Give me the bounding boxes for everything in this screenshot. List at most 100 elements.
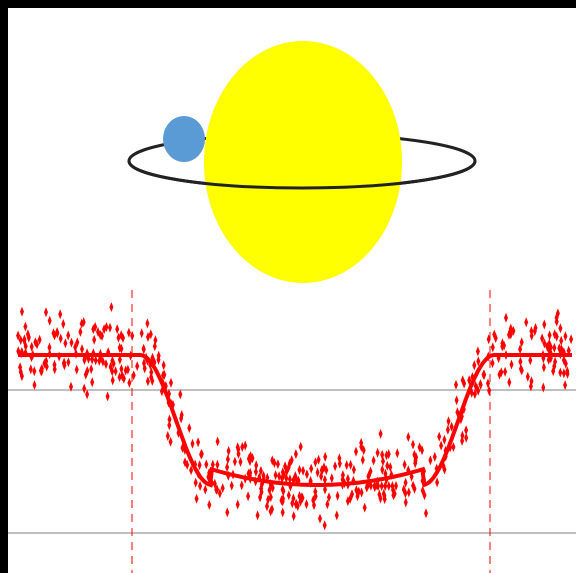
observation-point — [315, 467, 320, 478]
observation-point — [325, 499, 330, 510]
observation-point — [490, 358, 495, 369]
observation-point — [167, 420, 172, 431]
observation-point — [406, 432, 411, 442]
observation-point — [83, 369, 88, 380]
observation-point — [395, 448, 400, 459]
observation-point — [508, 329, 513, 340]
observation-point — [115, 324, 120, 335]
observation-point — [63, 338, 68, 349]
observation-point — [281, 469, 286, 480]
observation-point — [23, 321, 28, 332]
observation-point — [25, 329, 30, 340]
observation-point — [487, 385, 492, 396]
observation-point — [61, 319, 66, 329]
observation-point — [464, 432, 469, 443]
observation-point — [390, 481, 395, 491]
observation-point — [226, 446, 231, 456]
observation-point — [135, 361, 140, 372]
observation-point — [90, 377, 95, 388]
observation-point — [360, 455, 365, 465]
observation-point — [467, 375, 472, 386]
observation-point — [540, 333, 545, 344]
observation-point — [472, 360, 477, 371]
observation-point — [333, 461, 338, 472]
observation-point — [52, 359, 57, 370]
observation-point — [145, 318, 150, 329]
observation-point — [268, 506, 273, 517]
observation-point — [131, 370, 136, 381]
observation-point — [281, 493, 285, 504]
observation-point — [196, 437, 201, 448]
observation-point — [504, 312, 508, 323]
observation-point — [152, 341, 157, 352]
observation-point — [127, 377, 132, 388]
observation-point — [428, 455, 433, 466]
observation-point — [20, 306, 24, 317]
observation-point — [508, 323, 513, 334]
observation-point — [179, 410, 184, 420]
observation-point — [394, 480, 398, 491]
observation-point — [61, 358, 66, 369]
observation-point — [126, 327, 131, 338]
observation-point — [22, 335, 27, 346]
observation-point — [528, 355, 533, 366]
observation-point — [32, 380, 37, 390]
observation-point — [111, 358, 116, 369]
observation-point — [104, 322, 109, 332]
observation-point — [217, 488, 222, 499]
observation-point — [82, 383, 87, 394]
observation-point — [215, 436, 220, 447]
observation-point — [563, 358, 568, 369]
observation-point — [69, 381, 73, 392]
observation-point — [309, 463, 314, 474]
observation-point — [552, 342, 557, 353]
observation-point — [525, 371, 530, 382]
star — [204, 41, 402, 283]
observation-point — [79, 318, 84, 329]
observation-point — [355, 491, 360, 502]
observation-point — [359, 437, 364, 448]
observation-point — [258, 492, 263, 503]
observation-point — [156, 350, 161, 361]
observation-point — [420, 445, 424, 456]
observation-point — [44, 356, 49, 367]
observation-point — [287, 474, 292, 485]
observation-point — [297, 491, 302, 501]
orbit-front — [127, 160, 477, 190]
observation-point — [80, 344, 84, 355]
observation-point — [454, 379, 458, 390]
observation-point — [85, 389, 90, 400]
observation-point — [558, 323, 563, 334]
observation-point — [462, 378, 467, 389]
observation-point — [123, 365, 128, 376]
observation-point — [371, 455, 376, 466]
observation-point — [298, 441, 303, 452]
observation-point — [100, 356, 105, 367]
observation-point — [139, 328, 144, 339]
observation-point — [475, 346, 480, 357]
observation-point — [28, 364, 33, 375]
observation-point — [199, 449, 204, 459]
observation-point — [116, 332, 121, 343]
observation-point — [117, 372, 122, 383]
observation-point — [546, 354, 551, 365]
observation-point — [414, 452, 419, 463]
observation-point — [449, 421, 454, 432]
observation-point — [165, 431, 170, 441]
observation-point — [225, 454, 230, 465]
observation-point — [194, 493, 199, 504]
observation-point — [329, 473, 334, 484]
observation-point — [304, 469, 309, 480]
observation-point — [476, 385, 481, 396]
observation-point — [293, 449, 298, 459]
observation-point — [238, 456, 243, 467]
planet — [163, 116, 205, 162]
observation-point — [439, 440, 444, 451]
observation-point — [354, 446, 358, 457]
observation-point — [344, 460, 349, 471]
observation-point — [411, 439, 415, 450]
observation-point — [100, 331, 104, 341]
observation-point — [437, 431, 442, 442]
observation-point — [301, 465, 306, 476]
observation-point — [110, 375, 115, 386]
